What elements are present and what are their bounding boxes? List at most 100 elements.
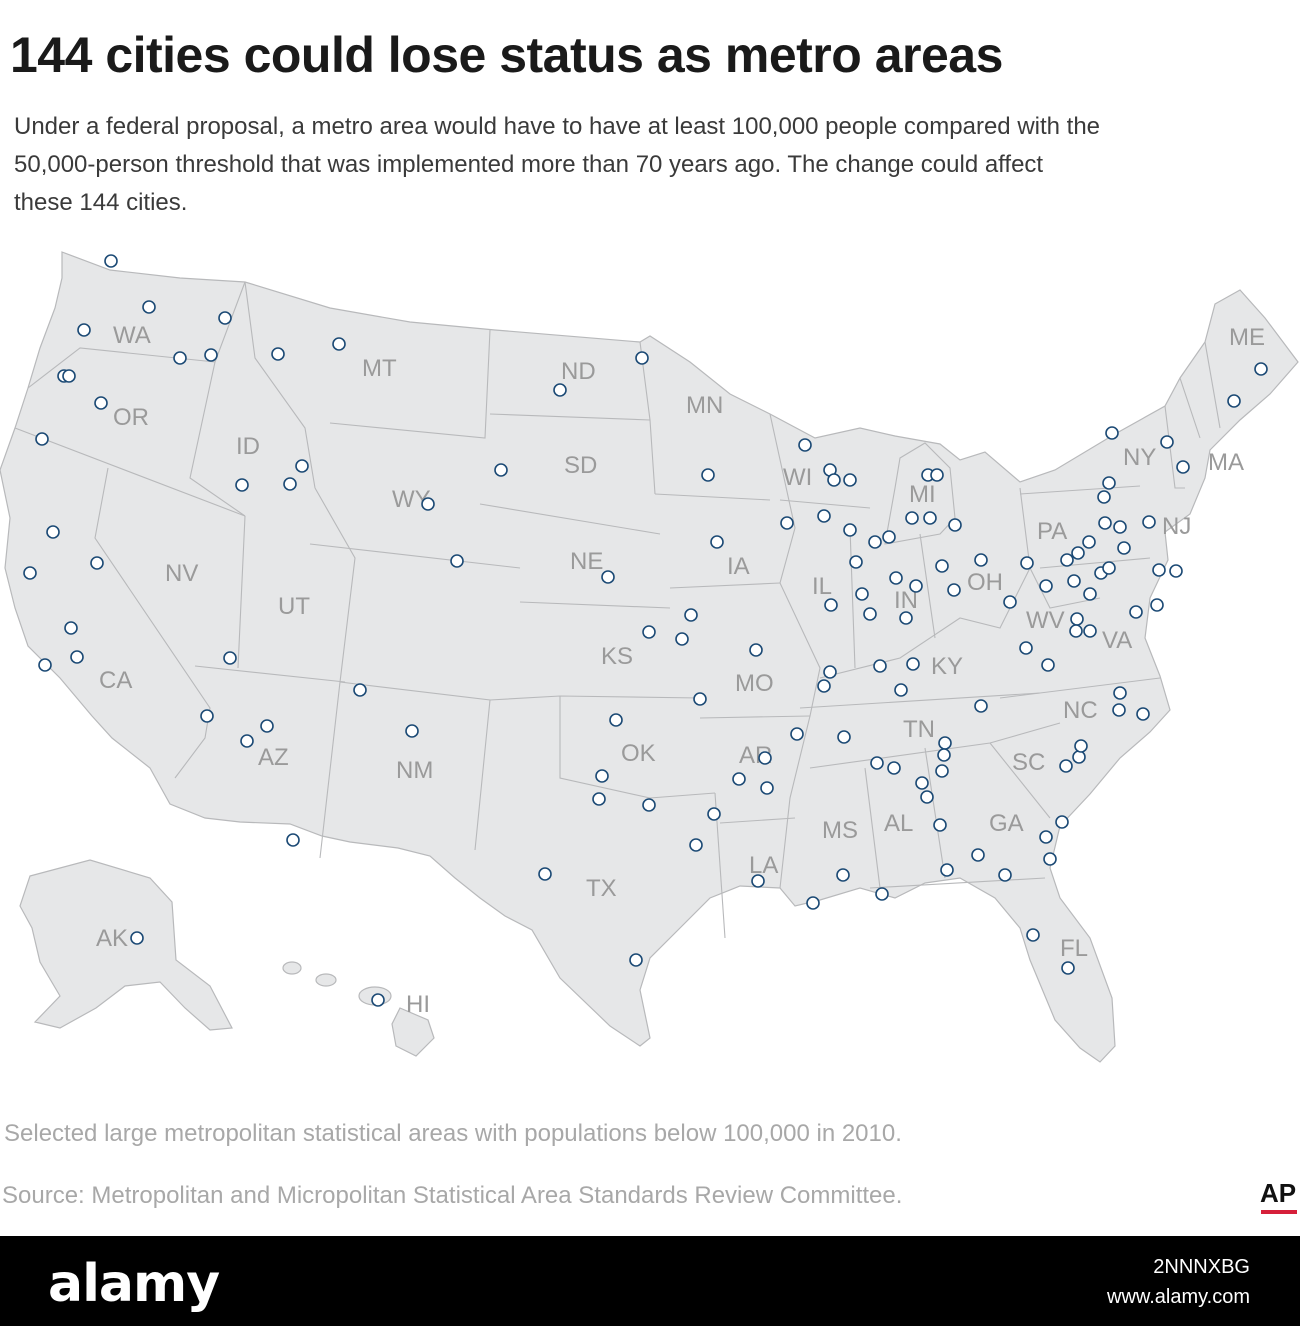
city-marker[interactable] (751, 874, 765, 888)
city-marker[interactable] (240, 734, 254, 748)
city-marker[interactable] (1098, 516, 1112, 530)
city-marker[interactable] (1117, 541, 1131, 555)
city-marker[interactable] (629, 953, 643, 967)
city-marker[interactable] (553, 383, 567, 397)
city-marker[interactable] (1169, 564, 1183, 578)
city-marker[interactable] (758, 751, 772, 765)
city-marker[interactable] (971, 848, 985, 862)
city-marker[interactable] (1003, 595, 1017, 609)
city-marker[interactable] (104, 254, 118, 268)
city-marker[interactable] (94, 396, 108, 410)
city-marker[interactable] (906, 657, 920, 671)
city-marker[interactable] (1160, 435, 1174, 449)
city-marker[interactable] (1069, 624, 1083, 638)
city-marker[interactable] (823, 665, 837, 679)
city-marker[interactable] (1039, 579, 1053, 593)
city-marker[interactable] (635, 351, 649, 365)
city-marker[interactable] (494, 463, 508, 477)
city-marker[interactable] (223, 651, 237, 665)
city-marker[interactable] (937, 748, 951, 762)
city-marker[interactable] (1113, 686, 1127, 700)
city-marker[interactable] (827, 473, 841, 487)
city-marker[interactable] (920, 790, 934, 804)
city-marker[interactable] (371, 993, 385, 1007)
city-marker[interactable] (806, 896, 820, 910)
city-marker[interactable] (905, 511, 919, 525)
city-marker[interactable] (200, 709, 214, 723)
city-marker[interactable] (1070, 612, 1084, 626)
city-marker[interactable] (1150, 598, 1164, 612)
city-marker[interactable] (77, 323, 91, 337)
city-marker[interactable] (974, 553, 988, 567)
city-marker[interactable] (1061, 961, 1075, 975)
city-marker[interactable] (909, 579, 923, 593)
city-marker[interactable] (689, 838, 703, 852)
city-marker[interactable] (760, 781, 774, 795)
city-marker[interactable] (46, 525, 60, 539)
city-marker[interactable] (894, 683, 908, 697)
city-marker[interactable] (824, 598, 838, 612)
city-marker[interactable] (790, 727, 804, 741)
city-marker[interactable] (684, 608, 698, 622)
city-marker[interactable] (35, 432, 49, 446)
city-marker[interactable] (938, 736, 952, 750)
city-marker[interactable] (1026, 928, 1040, 942)
city-marker[interactable] (218, 311, 232, 325)
city-marker[interactable] (873, 659, 887, 673)
city-marker[interactable] (1083, 624, 1097, 638)
city-marker[interactable] (837, 730, 851, 744)
city-marker[interactable] (1020, 556, 1034, 570)
city-marker[interactable] (1071, 546, 1085, 560)
city-marker[interactable] (142, 300, 156, 314)
city-marker[interactable] (693, 692, 707, 706)
city-marker[interactable] (855, 587, 869, 601)
city-marker[interactable] (935, 764, 949, 778)
city-marker[interactable] (843, 473, 857, 487)
city-marker[interactable] (675, 632, 689, 646)
city-marker[interactable] (353, 683, 367, 697)
city-marker[interactable] (235, 478, 249, 492)
city-marker[interactable] (940, 863, 954, 877)
city-marker[interactable] (450, 554, 464, 568)
city-marker[interactable] (1067, 574, 1081, 588)
city-marker[interactable] (817, 679, 831, 693)
city-marker[interactable] (1074, 739, 1088, 753)
city-marker[interactable] (948, 518, 962, 532)
city-marker[interactable] (601, 570, 615, 584)
city-marker[interactable] (1059, 759, 1073, 773)
city-marker[interactable] (974, 699, 988, 713)
city-marker[interactable] (1060, 553, 1074, 567)
city-marker[interactable] (998, 868, 1012, 882)
city-marker[interactable] (933, 818, 947, 832)
city-marker[interactable] (899, 611, 913, 625)
city-marker[interactable] (915, 776, 929, 790)
city-marker[interactable] (286, 833, 300, 847)
city-marker[interactable] (1152, 563, 1166, 577)
city-marker[interactable] (1043, 852, 1057, 866)
city-marker[interactable] (1142, 515, 1156, 529)
city-marker[interactable] (887, 761, 901, 775)
city-marker[interactable] (23, 566, 37, 580)
city-marker[interactable] (1019, 641, 1033, 655)
city-marker[interactable] (1102, 476, 1116, 490)
city-marker[interactable] (1254, 362, 1268, 376)
city-marker[interactable] (642, 625, 656, 639)
city-marker[interactable] (1227, 394, 1241, 408)
city-marker[interactable] (595, 769, 609, 783)
city-marker[interactable] (1041, 658, 1055, 672)
city-marker[interactable] (870, 756, 884, 770)
city-marker[interactable] (1136, 707, 1150, 721)
city-marker[interactable] (749, 643, 763, 657)
city-marker[interactable] (947, 583, 961, 597)
city-marker[interactable] (283, 477, 297, 491)
city-marker[interactable] (70, 650, 84, 664)
city-marker[interactable] (868, 535, 882, 549)
city-marker[interactable] (592, 792, 606, 806)
city-marker[interactable] (64, 621, 78, 635)
city-marker[interactable] (642, 798, 656, 812)
city-marker[interactable] (1039, 830, 1053, 844)
city-marker[interactable] (1072, 750, 1086, 764)
city-marker[interactable] (1082, 535, 1096, 549)
city-marker[interactable] (38, 658, 52, 672)
city-marker[interactable] (332, 337, 346, 351)
